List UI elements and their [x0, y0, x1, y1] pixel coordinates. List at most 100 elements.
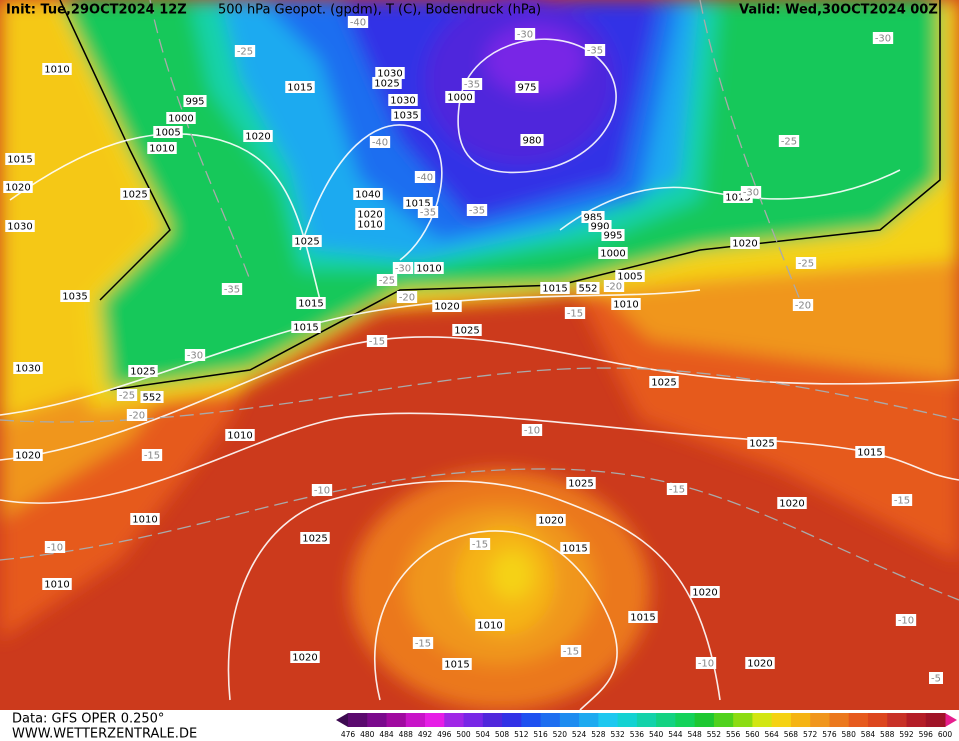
- isobar-label-box: [355, 218, 385, 230]
- temperature-label-group: -10: [44, 541, 66, 554]
- isobar-label-box: [5, 220, 35, 232]
- colorbar-swatch: [675, 713, 696, 727]
- colorbar-label: 528: [591, 730, 606, 739]
- colorbar-swatch: [559, 713, 580, 727]
- temperature-label: -10: [314, 486, 330, 497]
- isobar-label-box: [120, 188, 150, 200]
- temperature-label-box: [872, 32, 894, 44]
- temperature-label: -25: [781, 137, 797, 148]
- isobar-label-box: [520, 134, 544, 146]
- colorbar-label: 572: [803, 730, 818, 739]
- isobar-label-group: 1030: [375, 67, 405, 80]
- temperature-label-box: [369, 136, 391, 148]
- isobar-label-group: 1010: [475, 619, 505, 632]
- isobar-label-box: [730, 237, 760, 249]
- colorbar-label: 560: [745, 730, 760, 739]
- temperature-label: -40: [417, 173, 433, 184]
- temperature-label-box: [366, 335, 388, 347]
- isobar-label-box: [601, 229, 625, 241]
- temperature-label: -15: [669, 485, 685, 496]
- isobar-label-group: 1000: [598, 247, 628, 260]
- map-field: [0, 0, 959, 710]
- colorbar-swatch: [425, 713, 445, 727]
- isobar-label-box: [747, 437, 777, 449]
- isobar-label-box: [690, 586, 720, 598]
- colorbar-label: 496: [437, 730, 452, 739]
- temperature-label-group: -15: [560, 645, 582, 658]
- temperature-label: -25: [379, 276, 395, 287]
- isobar-label: 1025: [122, 190, 147, 201]
- isobar-label: 552: [142, 393, 161, 404]
- colorbar-label: 484: [379, 730, 394, 739]
- isobar-label-box: [391, 109, 421, 121]
- isobar-label-box: [540, 282, 570, 294]
- temperature-label-box: [396, 291, 418, 303]
- isobar-label-box: [291, 321, 321, 333]
- colorbar-label: 520: [553, 730, 568, 739]
- temperature-label-box: [126, 409, 148, 421]
- isobar-label-box: [372, 77, 402, 89]
- isobar-label-group: 1025: [300, 532, 330, 545]
- temperature-label-group: -15: [891, 494, 913, 507]
- colorbar-label: 516: [533, 730, 548, 739]
- isobar-label: 1020: [779, 499, 804, 510]
- colorbar-swatch: [579, 713, 599, 727]
- temperature-label: -35: [420, 208, 436, 219]
- colorbar-label: 540: [649, 730, 664, 739]
- isobar-label-group: 1025: [372, 77, 402, 90]
- colorbar-swatch: [540, 713, 561, 727]
- temperature-label-group: -25: [234, 45, 256, 58]
- isobar-label-box: [611, 298, 641, 310]
- temperature-label-box: [560, 645, 582, 657]
- isobar-label-group: 1010: [130, 513, 160, 526]
- isobar-label-group: 1015: [855, 446, 885, 459]
- temperature-label-box: [417, 206, 439, 218]
- isobar-label-group: 1020: [3, 181, 33, 194]
- temperature-label: -25: [119, 391, 135, 402]
- isobar-label-box: [375, 67, 405, 79]
- temperature-label-box: [469, 538, 491, 550]
- isobar-label: 1025: [568, 479, 593, 490]
- temperature-label-box: [44, 541, 66, 553]
- isobar-label-box: [432, 300, 462, 312]
- temperature-label-group: -35: [417, 206, 439, 219]
- temperature-label-group: -5: [929, 672, 943, 685]
- isobar-label-group: 1010: [414, 262, 444, 275]
- isobar-label-box: [745, 657, 775, 669]
- isobar-label-box: [649, 376, 679, 388]
- isobar-label-box: [576, 282, 600, 294]
- colorbar-label: 548: [687, 730, 702, 739]
- isobar-label-box: [153, 126, 183, 138]
- data-source: Data: GFS OPER 0.250°: [12, 712, 164, 727]
- isobar-label: 1020: [15, 451, 40, 462]
- isobar-label-group: 1035: [391, 109, 421, 122]
- isobar-label-box: [292, 235, 322, 247]
- colorbar-swatch: [713, 713, 734, 727]
- colorbar-swatch: [906, 713, 927, 727]
- isobar-label-group: 1020: [243, 130, 273, 143]
- isobar-label: 1020: [538, 516, 563, 527]
- isobar-label-box: [140, 391, 164, 403]
- colorbar-swatch: [348, 713, 368, 727]
- colorbar-label: 536: [630, 730, 645, 739]
- colorbar-swatch: [848, 713, 869, 727]
- init-time: Init: Tue,29OCT2024 12Z: [6, 3, 187, 18]
- isobar-label-group: 1010: [147, 142, 177, 155]
- temperature-label: -35: [587, 46, 603, 57]
- isobar-label-group: 552: [140, 391, 164, 404]
- isobar-label-group: 975: [515, 81, 539, 94]
- isobar-label-box: [183, 95, 207, 107]
- isobar-label-box: [128, 365, 158, 377]
- temperature-label: -15: [369, 337, 385, 348]
- colorbar-swatch: [867, 713, 888, 727]
- temperature-label-group: -35: [461, 78, 483, 91]
- isobar-label: 1015: [287, 83, 312, 94]
- isobar-label-group: 1015: [540, 282, 570, 295]
- isobar-label: 1015: [444, 660, 469, 671]
- isobar-label-box: [515, 81, 539, 93]
- isobar-label-group: 1020: [13, 449, 43, 462]
- isobar-label: 1005: [155, 128, 180, 139]
- isobar-label: 995: [185, 97, 204, 108]
- isobar-label-group: 1020: [355, 208, 385, 221]
- isobar-label: 1010: [44, 580, 69, 591]
